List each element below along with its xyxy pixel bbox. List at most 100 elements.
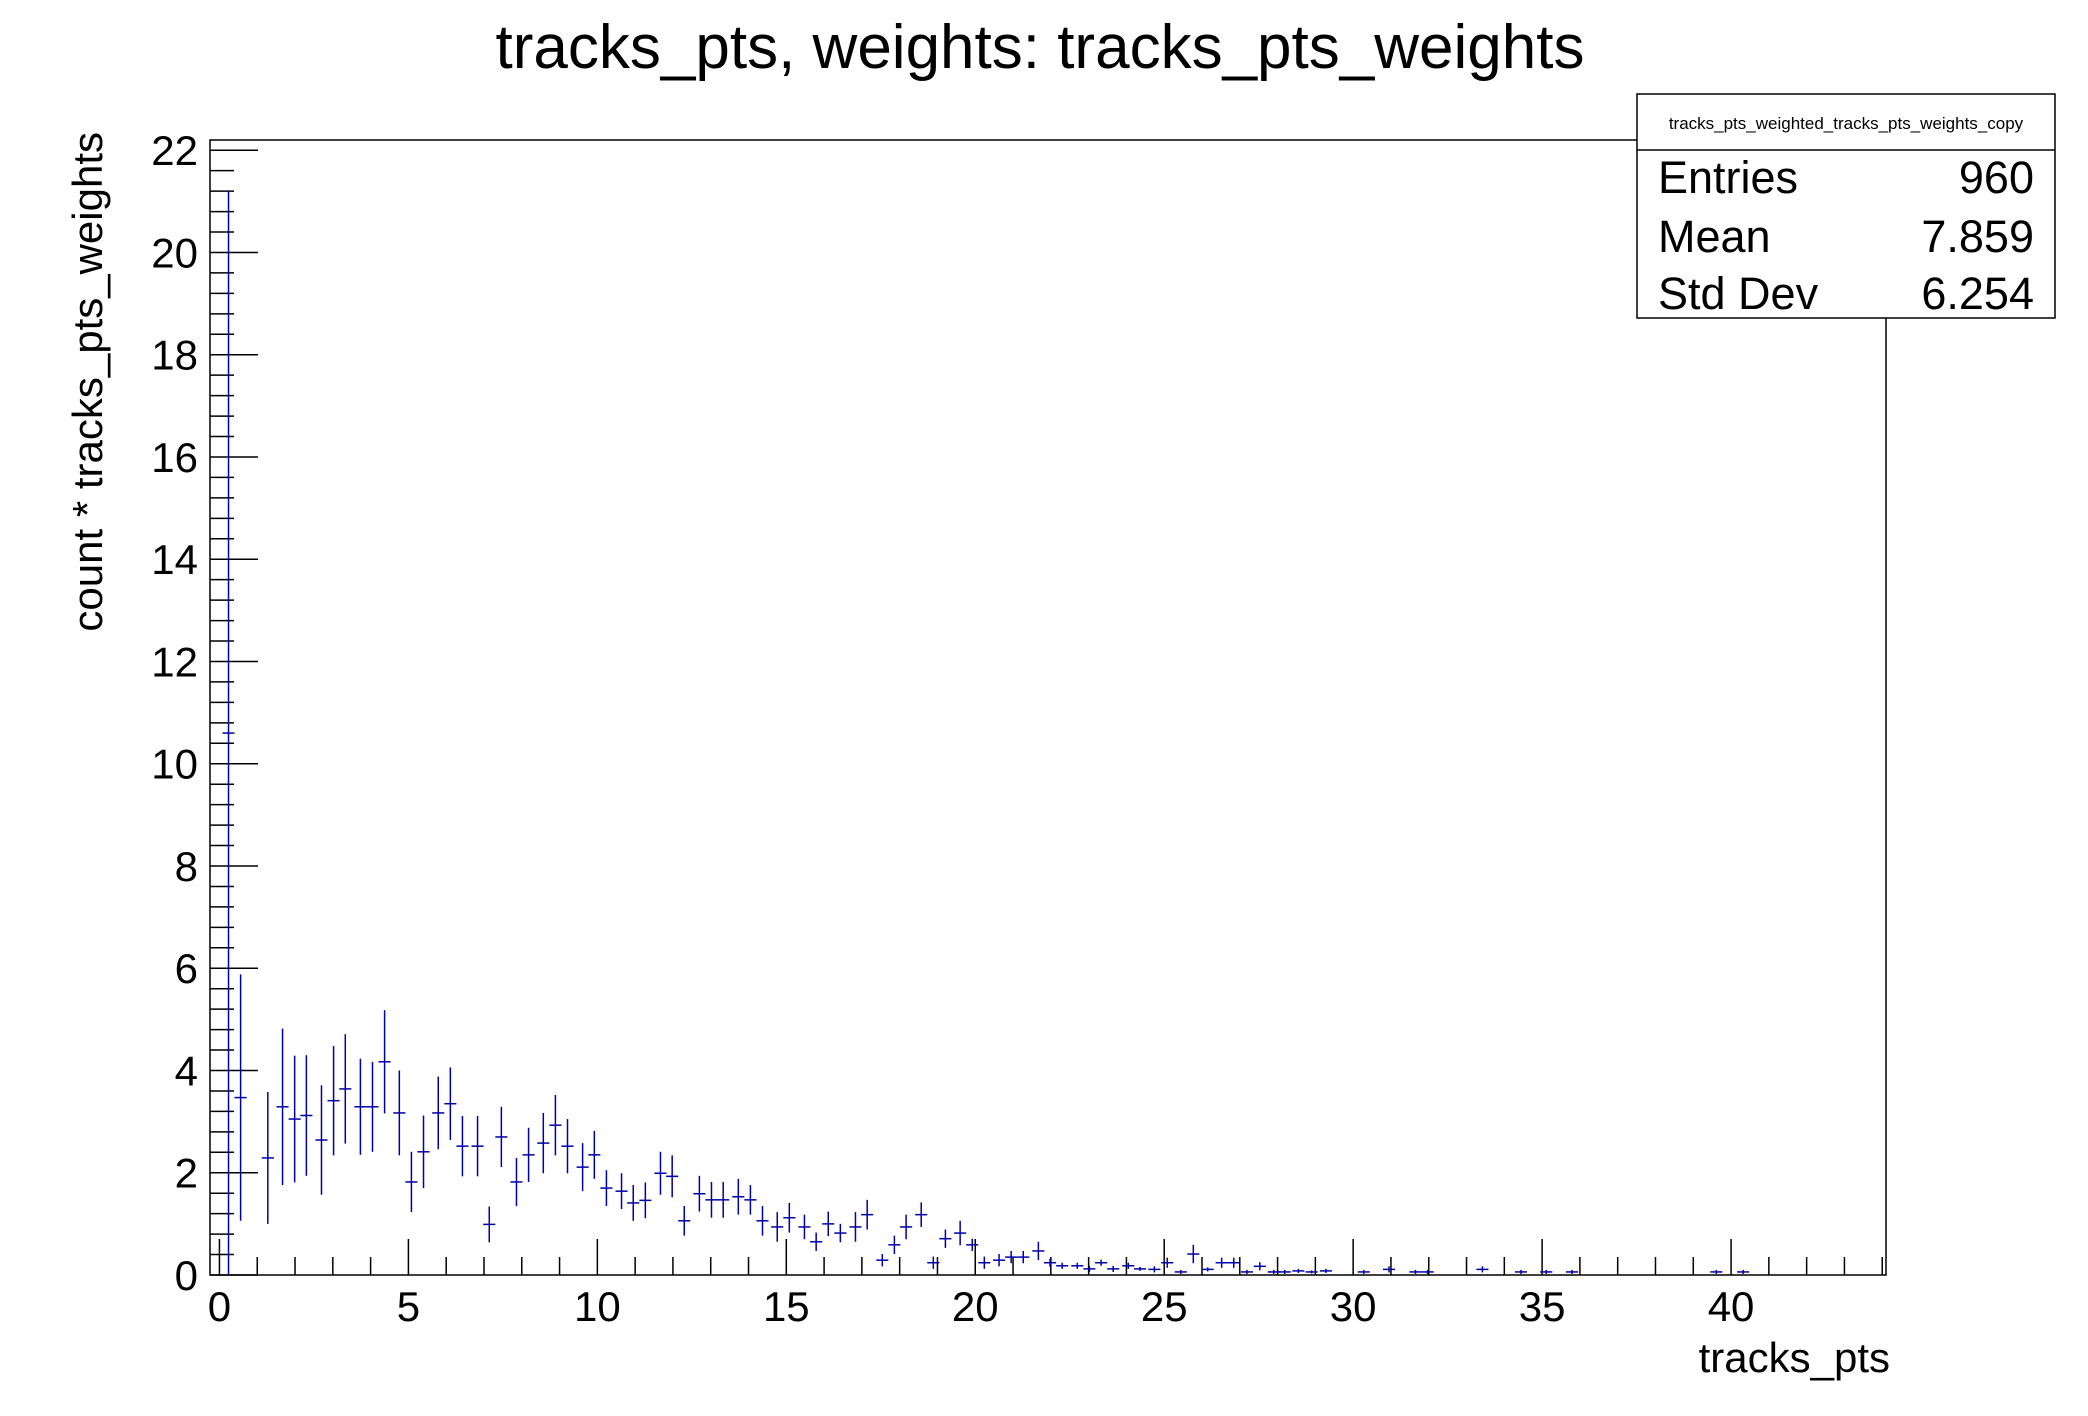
plot-frame bbox=[209, 139, 1887, 1276]
data-point bbox=[849, 1212, 862, 1242]
data-point bbox=[756, 1205, 769, 1236]
data-point bbox=[1565, 1269, 1579, 1274]
data-points bbox=[222, 191, 1750, 1275]
data-point bbox=[495, 1106, 508, 1168]
data-point bbox=[1710, 1269, 1723, 1274]
stats-mean-label: Mean bbox=[1658, 211, 1771, 262]
x-axis-label: tracks_pts bbox=[1699, 1334, 1890, 1381]
data-point bbox=[732, 1178, 745, 1215]
data-point bbox=[1540, 1269, 1553, 1274]
stats-stddev-value: 6.254 bbox=[1921, 268, 2034, 319]
y-axis-label: count * tracks_pts_weights bbox=[64, 132, 111, 632]
chart-title: tracks_pts, weights: tracks_pts_weights bbox=[496, 13, 1585, 82]
data-point bbox=[1227, 1257, 1240, 1268]
x-tick-label: 40 bbox=[1708, 1283, 1755, 1330]
data-point bbox=[1122, 1262, 1135, 1269]
data-point bbox=[876, 1254, 889, 1267]
stats-entries-label: Entries bbox=[1658, 152, 1798, 203]
y-tick-label: 18 bbox=[151, 332, 198, 379]
y-tick-label: 14 bbox=[151, 536, 198, 583]
data-point bbox=[705, 1181, 718, 1218]
data-point bbox=[993, 1254, 1006, 1267]
data-point bbox=[222, 191, 235, 1275]
x-tick-label: 10 bbox=[574, 1283, 621, 1330]
data-point bbox=[1174, 1269, 1187, 1274]
data-point bbox=[693, 1175, 706, 1212]
data-point bbox=[354, 1058, 367, 1155]
data-point bbox=[234, 974, 247, 1221]
y-tick-label: 8 bbox=[175, 843, 198, 890]
data-point bbox=[966, 1238, 979, 1251]
y-tick-label: 6 bbox=[175, 945, 198, 992]
data-point bbox=[1148, 1266, 1161, 1273]
data-point bbox=[366, 1061, 379, 1152]
y-tick-label: 16 bbox=[151, 434, 198, 481]
data-point bbox=[1240, 1269, 1254, 1274]
data-point bbox=[1005, 1250, 1018, 1264]
data-point bbox=[834, 1223, 847, 1243]
data-point bbox=[1292, 1268, 1305, 1273]
data-point bbox=[537, 1112, 550, 1174]
data-point bbox=[954, 1220, 967, 1246]
x-tick-label: 25 bbox=[1141, 1283, 1188, 1330]
data-point bbox=[783, 1202, 796, 1233]
data-point bbox=[900, 1214, 913, 1240]
data-point bbox=[417, 1115, 430, 1189]
data-point bbox=[1044, 1258, 1057, 1267]
data-point bbox=[471, 1115, 484, 1177]
data-point bbox=[261, 1091, 274, 1224]
data-point bbox=[1267, 1269, 1280, 1274]
data-point bbox=[1253, 1262, 1266, 1271]
data-point bbox=[1421, 1269, 1434, 1274]
data-point bbox=[1107, 1265, 1120, 1272]
axes: 0 5 10 15 20 25 30 35 40 0 2 4 6 8 10 12 14 16 18 20 22 bbox=[151, 127, 1887, 1330]
data-point bbox=[1095, 1259, 1108, 1266]
data-point bbox=[339, 1034, 352, 1144]
stats-entries-value: 960 bbox=[1959, 152, 2034, 203]
data-point bbox=[798, 1214, 811, 1240]
data-point bbox=[327, 1045, 340, 1156]
x-tick-label: 30 bbox=[1330, 1283, 1377, 1330]
stats-mean-value: 7.859 bbox=[1921, 211, 2034, 262]
data-point bbox=[1514, 1269, 1527, 1274]
data-point bbox=[888, 1235, 901, 1255]
x-tick-label: 5 bbox=[397, 1283, 420, 1330]
y-tick-label: 10 bbox=[151, 741, 198, 788]
x-tick-label: 35 bbox=[1519, 1283, 1566, 1330]
data-point bbox=[1305, 1270, 1318, 1274]
data-point bbox=[1278, 1269, 1291, 1274]
y-tick-label: 2 bbox=[175, 1150, 198, 1197]
data-point bbox=[1215, 1257, 1228, 1268]
data-point bbox=[615, 1173, 628, 1210]
data-point bbox=[483, 1206, 496, 1243]
data-point bbox=[588, 1130, 601, 1179]
data-point bbox=[1409, 1269, 1422, 1274]
data-point bbox=[678, 1205, 691, 1236]
data-point bbox=[744, 1185, 757, 1215]
data-point bbox=[1032, 1241, 1045, 1261]
data-point bbox=[405, 1151, 418, 1213]
x-tick-label: 20 bbox=[952, 1283, 999, 1330]
data-point bbox=[822, 1211, 835, 1237]
data-point bbox=[810, 1232, 823, 1251]
data-point bbox=[717, 1181, 730, 1218]
data-point bbox=[639, 1182, 652, 1219]
data-point bbox=[600, 1170, 613, 1206]
x-tick-label: 15 bbox=[763, 1283, 810, 1330]
data-point bbox=[393, 1070, 406, 1156]
data-point bbox=[276, 1028, 289, 1186]
data-point bbox=[771, 1212, 784, 1242]
data-point bbox=[561, 1119, 574, 1174]
data-point bbox=[1187, 1244, 1200, 1264]
data-point bbox=[510, 1157, 523, 1206]
data-point bbox=[627, 1185, 640, 1221]
data-point bbox=[1056, 1262, 1069, 1269]
data-point bbox=[1161, 1257, 1174, 1268]
data-point bbox=[1133, 1266, 1147, 1271]
data-point bbox=[549, 1095, 562, 1156]
data-point bbox=[288, 1055, 301, 1183]
stats-box-name: tracks_pts_weighted_tracks_pts_weights_c… bbox=[1669, 114, 2024, 133]
stats-stddev-label: Std Dev bbox=[1658, 268, 1819, 319]
stats-box: tracks_pts_weighted_tracks_pts_weights_c… bbox=[1636, 93, 2056, 319]
data-point bbox=[1476, 1266, 1489, 1273]
